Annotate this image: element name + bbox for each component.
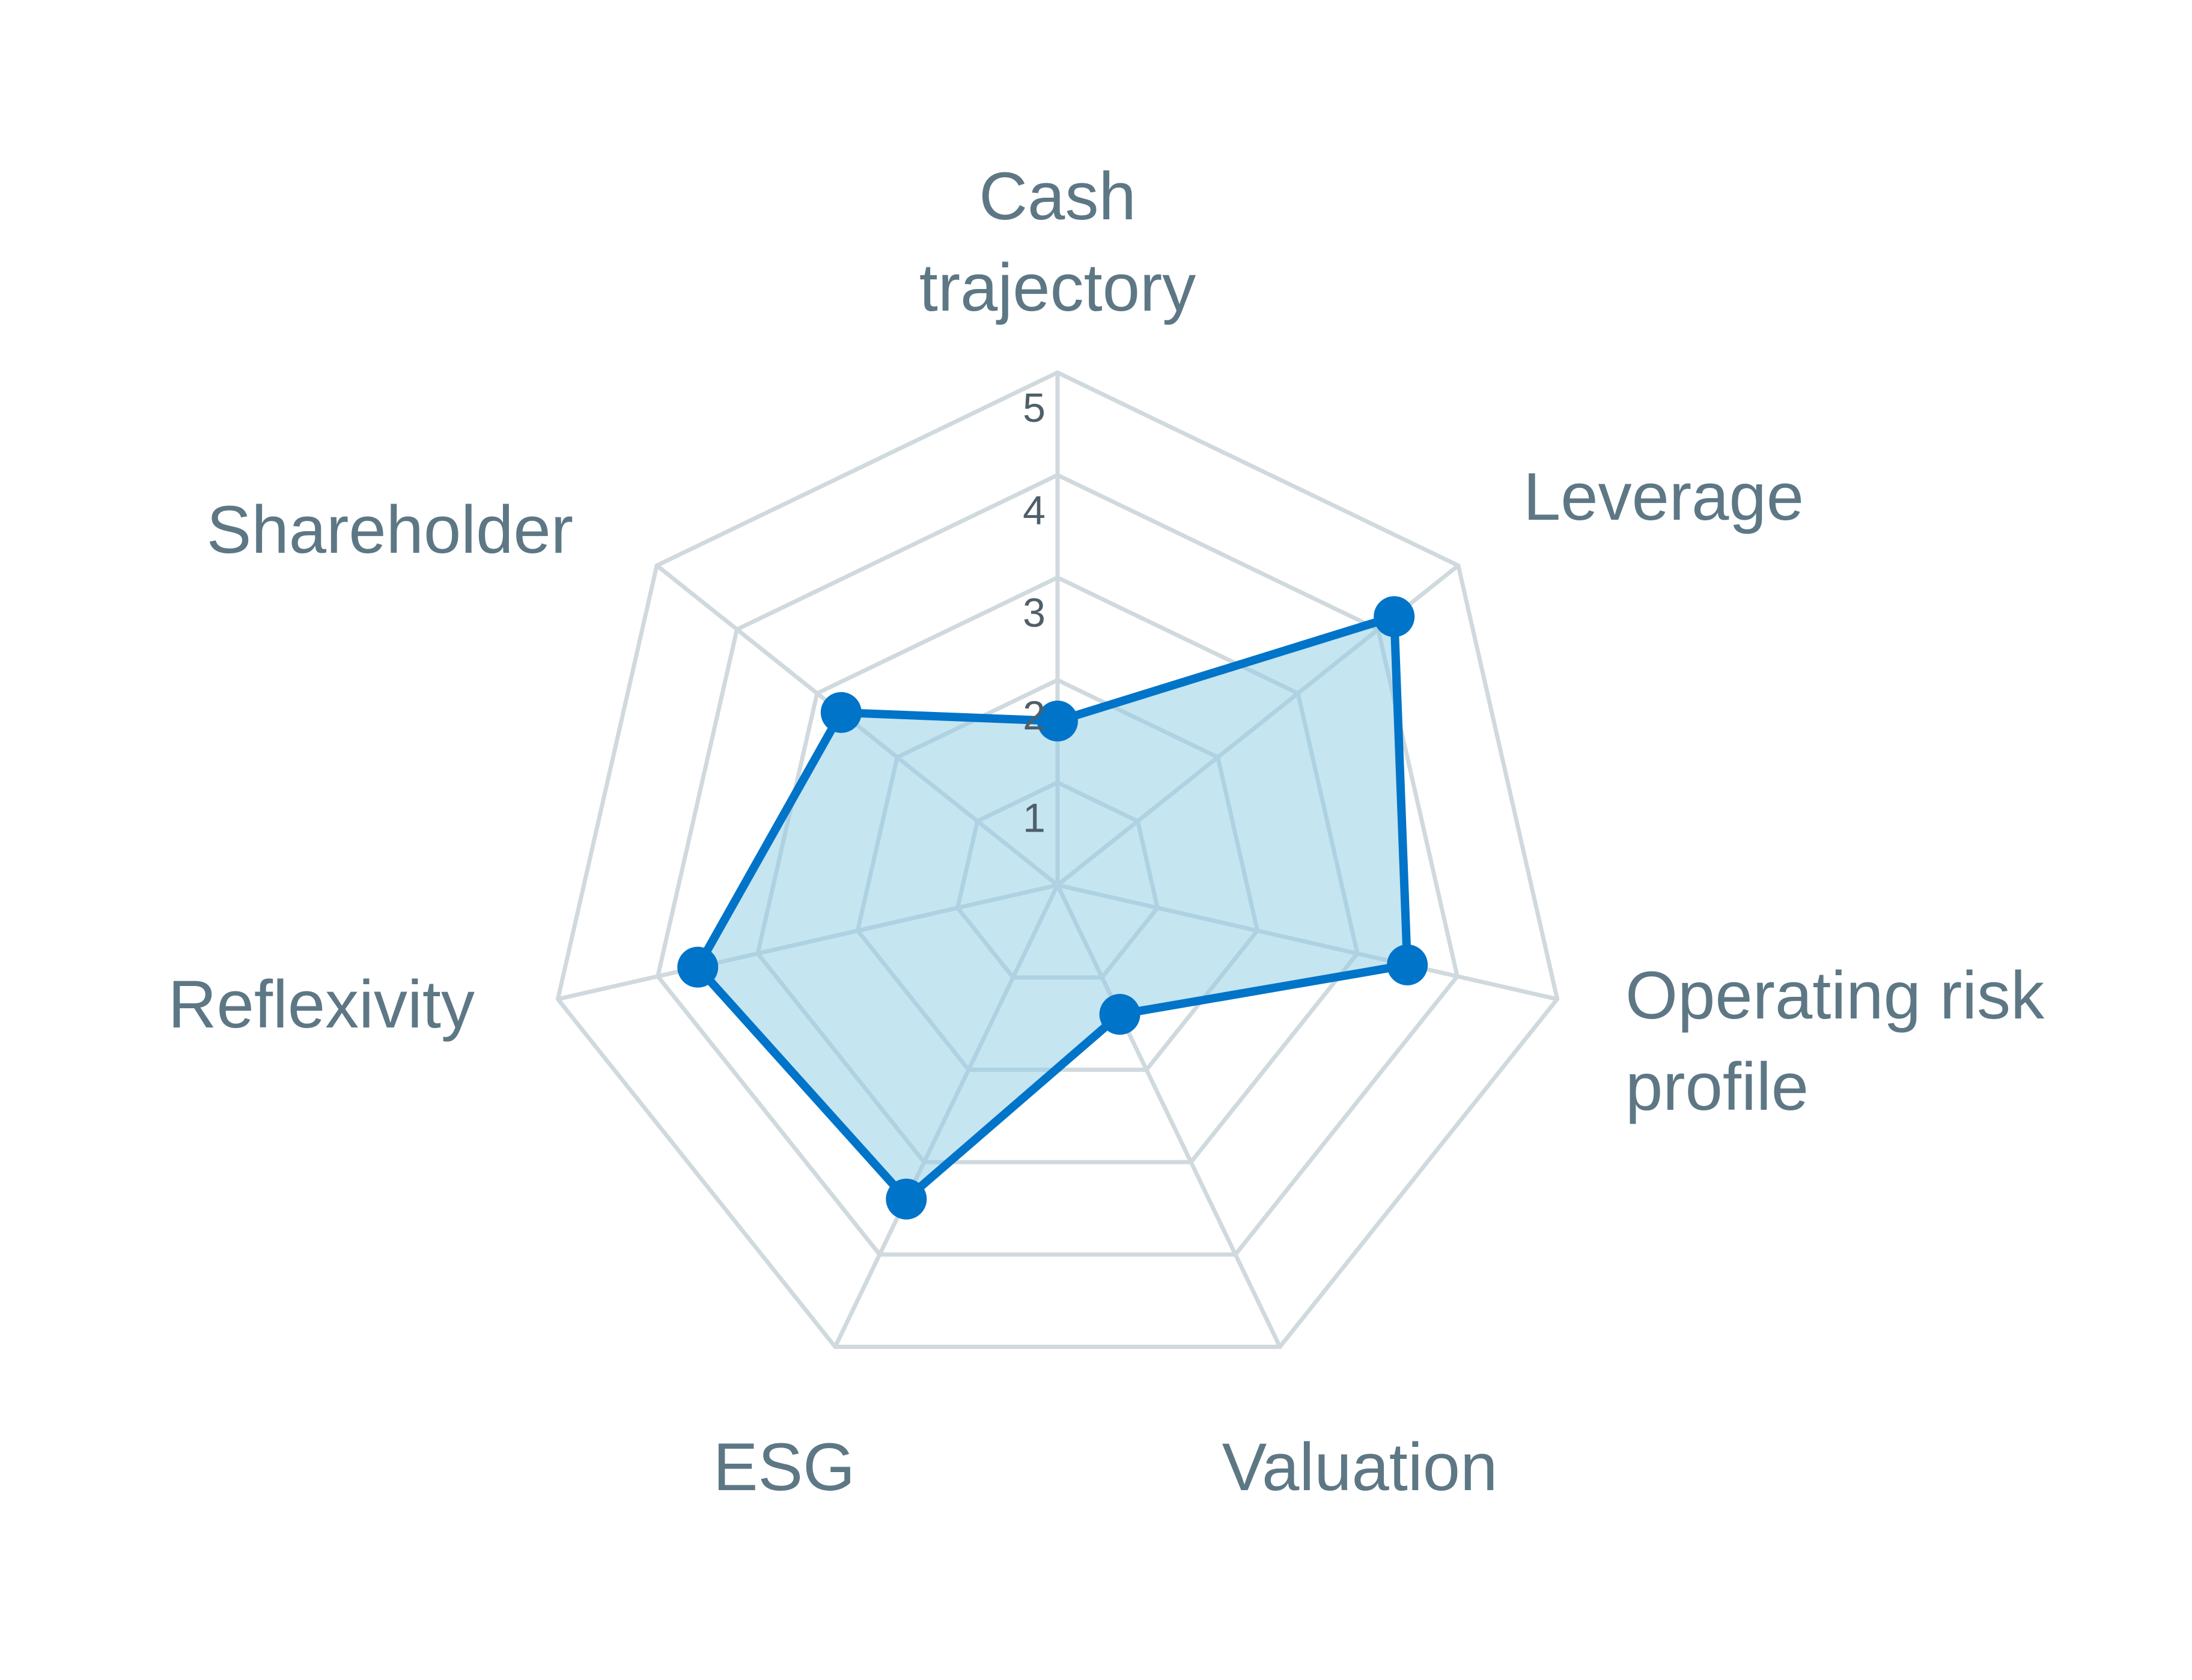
axis-label-line: ESG [713,1429,856,1505]
data-point [1374,596,1415,638]
axis-label-line: Cash [979,159,1136,234]
axis-label-line: Shareholder [207,492,573,567]
axis-labels: Cash trajectory Leverage Operating risk prof… [168,159,2045,1505]
axis-label: Valuation [1222,1429,1498,1505]
axis-label: Shareholder [207,492,573,567]
data-point [820,692,862,733]
series-area [698,616,1408,1199]
axis-label-line: trajectory [919,250,1196,325]
data-point [886,1178,927,1220]
axis-label: Operating risk profile [1625,958,2045,1124]
radial-tick-label: 1 [1023,795,1046,841]
radial-tick-label: 2 [1023,693,1046,738]
grid-ring-5 [555,370,1560,1350]
axis-label: Cash trajectory [919,159,1196,325]
radial-tick-label: 3 [1023,590,1046,636]
axis-label-line: profile [1625,1049,1809,1124]
radial-ticks: 1 2 3 4 5 [1023,385,1046,841]
axis-label-line: Reflexivity [168,967,475,1042]
series-line [693,612,1412,1204]
axis-label-line: Valuation [1222,1429,1498,1505]
axis-label: Reflexivity [168,967,475,1042]
radar-series [677,596,1428,1220]
data-point [1387,944,1428,985]
radial-tick-label: 4 [1023,488,1046,534]
axis-label: Leverage [1523,459,1804,534]
data-point [1099,994,1140,1035]
radial-tick-label: 5 [1023,385,1046,431]
axis-label: ESG [713,1429,856,1505]
data-point [677,946,719,988]
data-point [1037,701,1078,742]
axis-label-line: Operating risk [1625,958,2045,1033]
axis-label-line: Leverage [1523,459,1804,534]
